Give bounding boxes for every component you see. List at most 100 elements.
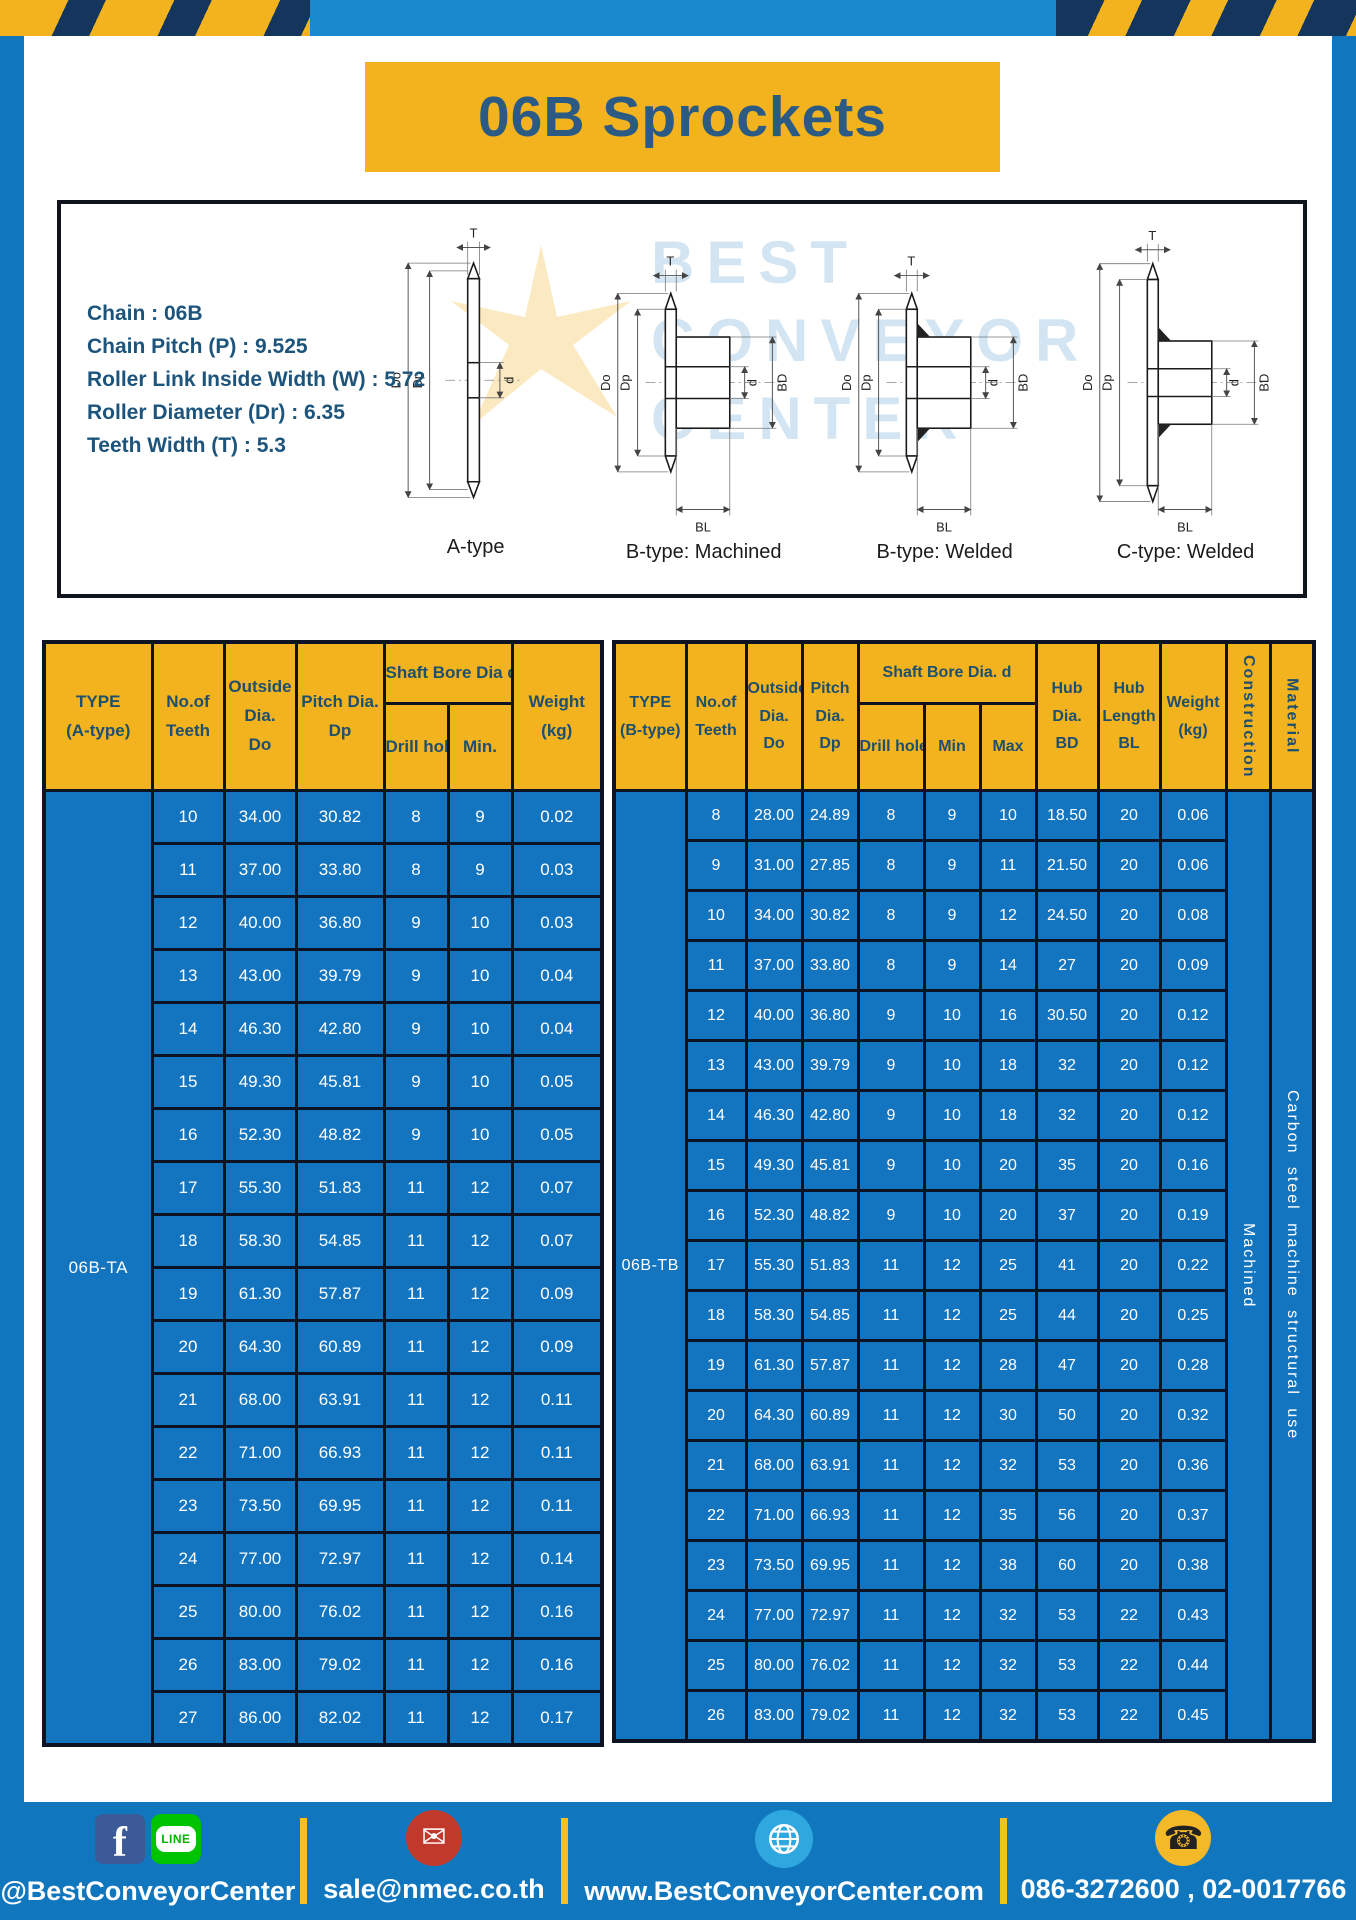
table-row: 23 73.50 69.95 11 12 38 60 20 0.38	[614, 1539, 1314, 1592]
table-cell: 12	[922, 1539, 982, 1592]
table-cell: 22	[1096, 1689, 1162, 1743]
table-cell: 14	[978, 939, 1038, 992]
table-cell: 16	[978, 989, 1038, 1042]
table-cell: 12	[446, 1531, 514, 1587]
table-cell: 14	[150, 1001, 226, 1057]
table-cell: 15	[150, 1054, 226, 1110]
table-cell: 83.00	[222, 1637, 298, 1693]
table-cell: 31.00	[744, 839, 804, 892]
table-cell: 23	[684, 1539, 748, 1592]
table-row: 17 55.30 51.83 11 12 25 41 20 0.22	[614, 1239, 1314, 1292]
top-decorative-strip	[0, 0, 1356, 36]
table-cell: 9	[446, 842, 514, 898]
table-cell: 22	[1096, 1589, 1162, 1642]
col-header-type: TYPE (B-type)	[612, 640, 688, 792]
table-row: 15 49.30 45.81 9 10 0.05	[44, 1054, 604, 1110]
table-cell: 26	[684, 1689, 748, 1743]
table-cell: 12	[922, 1289, 982, 1342]
table-cell: 61.30	[222, 1266, 298, 1322]
table-cell: 8	[382, 842, 450, 898]
footer-phone: ☎ 086-3272600 , 02-0017766	[1011, 1802, 1356, 1920]
table-cell: 47	[1034, 1339, 1100, 1392]
table-row: 27 86.00 82.02 11 12 0.17	[44, 1690, 604, 1747]
table-cell: 12	[446, 1690, 514, 1747]
table-cell: 11	[856, 1589, 926, 1642]
table-cell: 37.00	[744, 939, 804, 992]
table-cell: 13	[684, 1039, 748, 1092]
table-cell: 22	[1096, 1639, 1162, 1692]
footer-divider	[561, 1818, 569, 1904]
table-cell: 9	[922, 889, 982, 942]
table-row: 24 77.00 72.97 11 12 0.14	[44, 1531, 604, 1587]
table-cell: 20	[1096, 989, 1162, 1042]
table-cell: 33.80	[294, 842, 386, 898]
table-cell: 35	[978, 1489, 1038, 1542]
table-cell: 24	[150, 1531, 226, 1587]
hazard-stripes-left	[0, 0, 310, 36]
table-cell: 20	[684, 1389, 748, 1442]
chain-specs: Chain : 06B Chain Pitch (P) : 9.525 Roll…	[87, 302, 427, 467]
table-cell: 20	[978, 1139, 1038, 1192]
table-cell: 9	[856, 1189, 926, 1242]
table-row: 14 46.30 42.80 9 10 0.04	[44, 1001, 604, 1057]
col-header-type: TYPE (A-type)	[42, 640, 154, 792]
spec-line: Roller Link Inside Width (W) : 5.72	[87, 368, 426, 391]
b-type-table: TYPE (B-type) No.of Teeth Outside Dia. Do Pi…	[612, 640, 1316, 1743]
table-cell: 26	[150, 1637, 226, 1693]
b-type-welded-figure: T Do Dp d BD BL B-type: Welded	[827, 226, 1062, 564]
table-cell: 11	[856, 1539, 926, 1592]
table-cell: 18	[978, 1089, 1038, 1142]
table-cell: 34.00	[222, 789, 298, 845]
table-cell: 11	[382, 1637, 450, 1693]
table-cell: 9	[856, 989, 926, 1042]
table-cell: 57.87	[800, 1339, 860, 1392]
email-icon: ✉	[405, 1810, 462, 1866]
spec-line: Chain : 06B	[87, 302, 203, 325]
table-cell: 10	[978, 789, 1038, 842]
table-cell: 0.43	[1158, 1589, 1228, 1642]
table-cell: 12	[150, 895, 226, 951]
table-cell: 19	[150, 1266, 226, 1322]
table-cell: 79.02	[800, 1689, 860, 1743]
table-cell: 17	[150, 1160, 226, 1216]
table-cell: 12	[922, 1439, 982, 1492]
table-cell: 80.00	[222, 1584, 298, 1640]
table-cell: 30.50	[1034, 989, 1100, 1042]
table-cell: 10	[922, 1139, 982, 1192]
table-cell: 66.93	[800, 1489, 860, 1542]
a-type-drawing: T Do Dp d	[389, 227, 524, 500]
table-cell: 10	[446, 948, 514, 1004]
table-cell: 10	[446, 895, 514, 951]
table-cell: 12	[922, 1239, 982, 1292]
table-cell: 25	[978, 1289, 1038, 1342]
table-cell: 11	[856, 1289, 926, 1342]
table-cell: 33.80	[800, 939, 860, 992]
table-cell: 9	[856, 1089, 926, 1142]
table-cell: 43.00	[744, 1039, 804, 1092]
table-row: 9 31.00 27.85 8 9 11 21.50 20 0.06	[614, 839, 1314, 892]
table-cell: 80.00	[744, 1639, 804, 1692]
table-cell: 12	[922, 1589, 982, 1642]
table-cell: 9	[684, 839, 748, 892]
col-header-material: Material	[1268, 640, 1316, 792]
svg-text:T: T	[907, 254, 915, 269]
table-cell: 35	[1034, 1139, 1100, 1192]
table-cell: 55.30	[744, 1239, 804, 1292]
col-header-max: Max	[978, 702, 1038, 792]
table-row: 14 46.30 42.80 9 10 18 32 20 0.12	[614, 1089, 1314, 1142]
table-cell: 60.89	[800, 1389, 860, 1442]
table-cell: 12	[684, 989, 748, 1042]
table-cell: 11	[382, 1160, 450, 1216]
table-row: 13 43.00 39.79 9 10 0.04	[44, 948, 604, 1004]
table-cell: 30.82	[294, 789, 386, 845]
svg-text:d: d	[503, 377, 517, 384]
table-cell: 48.82	[294, 1107, 386, 1163]
table-cell: 12	[922, 1339, 982, 1392]
table-cell: 17	[684, 1239, 748, 1292]
table-cell: 20	[1096, 789, 1162, 842]
table-cell: 0.25	[1158, 1289, 1228, 1342]
svg-text:Dp: Dp	[858, 374, 873, 390]
table-cell: 18	[684, 1289, 748, 1342]
table-cell: 0.05	[510, 1107, 604, 1163]
table-cell: 27.85	[800, 839, 860, 892]
